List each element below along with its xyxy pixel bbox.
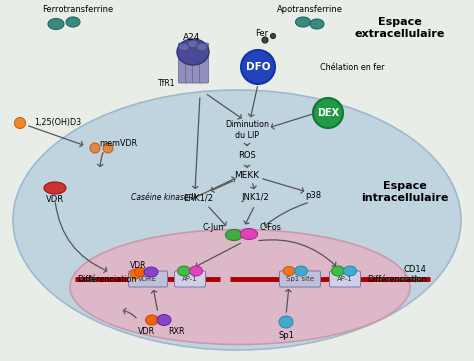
Ellipse shape bbox=[279, 316, 293, 328]
Ellipse shape bbox=[144, 267, 158, 277]
Text: Diminution
du LIP: Diminution du LIP bbox=[225, 120, 269, 140]
Text: JNK1/2: JNK1/2 bbox=[241, 193, 269, 203]
Text: Espace
extracellulaire: Espace extracellulaire bbox=[355, 17, 445, 39]
Ellipse shape bbox=[190, 266, 202, 276]
Text: C-Fos: C-Fos bbox=[260, 223, 282, 232]
Text: C-Jun: C-Jun bbox=[203, 223, 224, 232]
Text: VDR: VDR bbox=[46, 196, 64, 204]
Ellipse shape bbox=[344, 266, 356, 276]
Circle shape bbox=[271, 34, 275, 39]
Circle shape bbox=[15, 117, 26, 129]
Circle shape bbox=[241, 50, 275, 84]
Ellipse shape bbox=[179, 43, 190, 51]
FancyBboxPatch shape bbox=[185, 43, 194, 83]
Text: 1,25(OH)D3: 1,25(OH)D3 bbox=[35, 118, 82, 127]
Text: DFX: DFX bbox=[317, 108, 339, 118]
Ellipse shape bbox=[177, 39, 209, 65]
Text: Différenciation: Différenciation bbox=[77, 274, 137, 283]
FancyBboxPatch shape bbox=[179, 43, 188, 83]
Ellipse shape bbox=[70, 230, 410, 344]
Ellipse shape bbox=[146, 315, 158, 325]
Text: Fer: Fer bbox=[255, 29, 268, 38]
Ellipse shape bbox=[331, 266, 345, 276]
FancyBboxPatch shape bbox=[192, 43, 201, 83]
Text: VDR: VDR bbox=[138, 327, 155, 336]
Text: Ferrotransferrine: Ferrotransferrine bbox=[42, 5, 114, 14]
Circle shape bbox=[262, 37, 268, 43]
Text: AP-1: AP-1 bbox=[182, 276, 198, 282]
Ellipse shape bbox=[226, 230, 243, 240]
Ellipse shape bbox=[188, 40, 199, 48]
Ellipse shape bbox=[310, 19, 324, 29]
FancyBboxPatch shape bbox=[128, 271, 167, 287]
Ellipse shape bbox=[294, 266, 308, 276]
FancyBboxPatch shape bbox=[174, 271, 206, 287]
Text: Espace
intracellulaire: Espace intracellulaire bbox=[361, 181, 449, 203]
Text: memVDR: memVDR bbox=[99, 139, 137, 148]
Text: Sp1 site: Sp1 site bbox=[286, 276, 314, 282]
Ellipse shape bbox=[48, 18, 64, 30]
Text: RXR: RXR bbox=[168, 327, 184, 336]
Ellipse shape bbox=[197, 43, 208, 51]
Ellipse shape bbox=[13, 90, 461, 350]
Circle shape bbox=[313, 98, 343, 128]
Ellipse shape bbox=[240, 229, 257, 239]
Ellipse shape bbox=[283, 266, 295, 275]
Text: Sp1: Sp1 bbox=[278, 331, 294, 339]
Text: CD14: CD14 bbox=[403, 265, 427, 274]
Ellipse shape bbox=[135, 268, 146, 277]
Ellipse shape bbox=[295, 17, 310, 27]
Text: AP-1: AP-1 bbox=[337, 276, 353, 282]
Text: Chélation en fer: Chélation en fer bbox=[320, 64, 384, 73]
Ellipse shape bbox=[66, 17, 80, 27]
Text: ERK1/2: ERK1/2 bbox=[183, 193, 213, 203]
FancyBboxPatch shape bbox=[329, 271, 361, 287]
Text: VDR: VDR bbox=[130, 261, 146, 270]
Text: TfR1: TfR1 bbox=[157, 78, 175, 87]
Text: Caséine kinase II: Caséine kinase II bbox=[131, 193, 195, 203]
FancyBboxPatch shape bbox=[200, 43, 209, 83]
Circle shape bbox=[90, 143, 100, 153]
Text: A24: A24 bbox=[183, 32, 201, 42]
Text: p38: p38 bbox=[305, 191, 321, 200]
Text: −: − bbox=[324, 111, 332, 121]
Ellipse shape bbox=[177, 266, 191, 276]
Circle shape bbox=[103, 143, 113, 153]
Text: DFO: DFO bbox=[246, 62, 270, 72]
FancyBboxPatch shape bbox=[280, 271, 320, 287]
Text: MEKK: MEKK bbox=[235, 170, 260, 179]
Text: VDRE: VDRE bbox=[138, 276, 157, 282]
Text: ROS: ROS bbox=[238, 152, 256, 161]
Text: Apotransferrine: Apotransferrine bbox=[277, 5, 343, 14]
Ellipse shape bbox=[44, 182, 66, 194]
Text: Différenciation: Différenciation bbox=[367, 274, 427, 283]
Ellipse shape bbox=[157, 314, 171, 326]
Circle shape bbox=[130, 269, 140, 279]
